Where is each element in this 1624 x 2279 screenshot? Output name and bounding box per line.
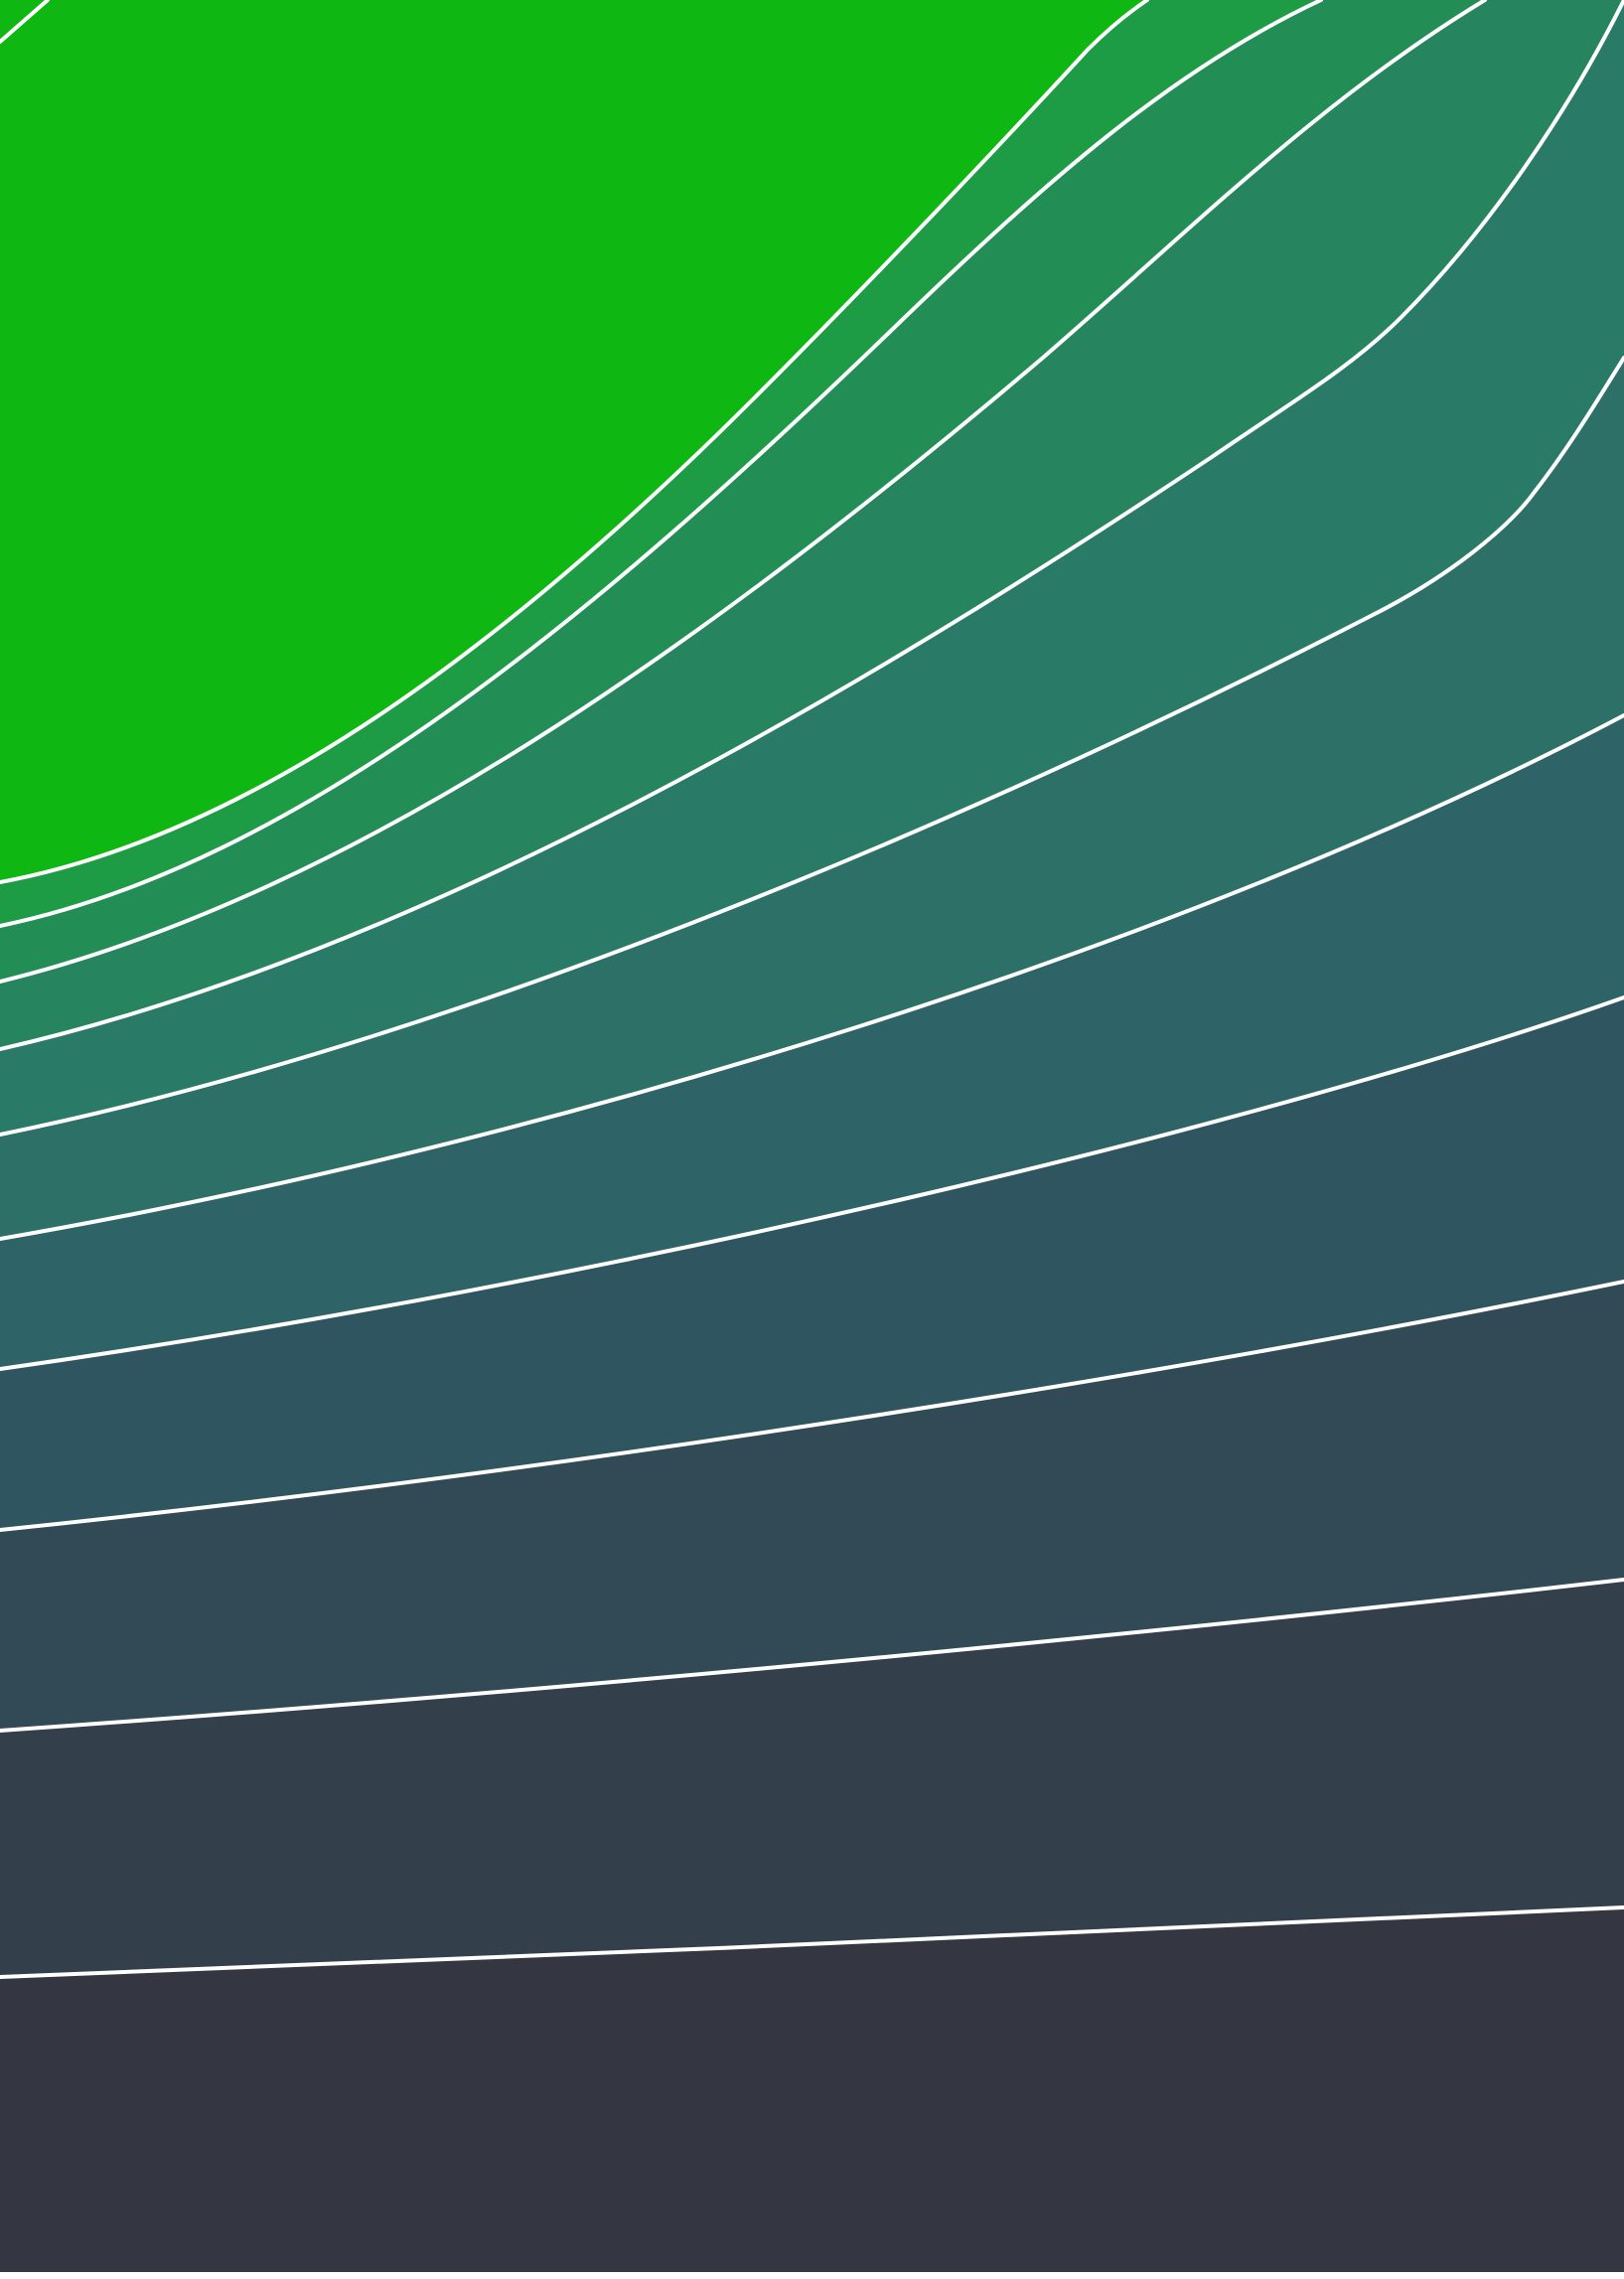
contour-line-1 [0,0,50,44]
contour-line-6 [0,356,1624,1137]
contour-line-11 [0,1905,1624,1979]
contour-line-9 [0,1280,1624,1532]
contour-line-7 [0,713,1624,1241]
contour-line-4 [0,0,1487,984]
contour-line-2 [0,0,1149,884]
contour-lines [0,0,1624,1979]
contour-line-3 [0,0,1323,928]
contour-line-10 [0,1578,1624,1733]
band-top-green [0,0,1147,882]
page-bottom-edge [0,2272,1624,2279]
contour-line-5 [0,0,1624,1051]
contour-line-8 [0,995,1624,1371]
